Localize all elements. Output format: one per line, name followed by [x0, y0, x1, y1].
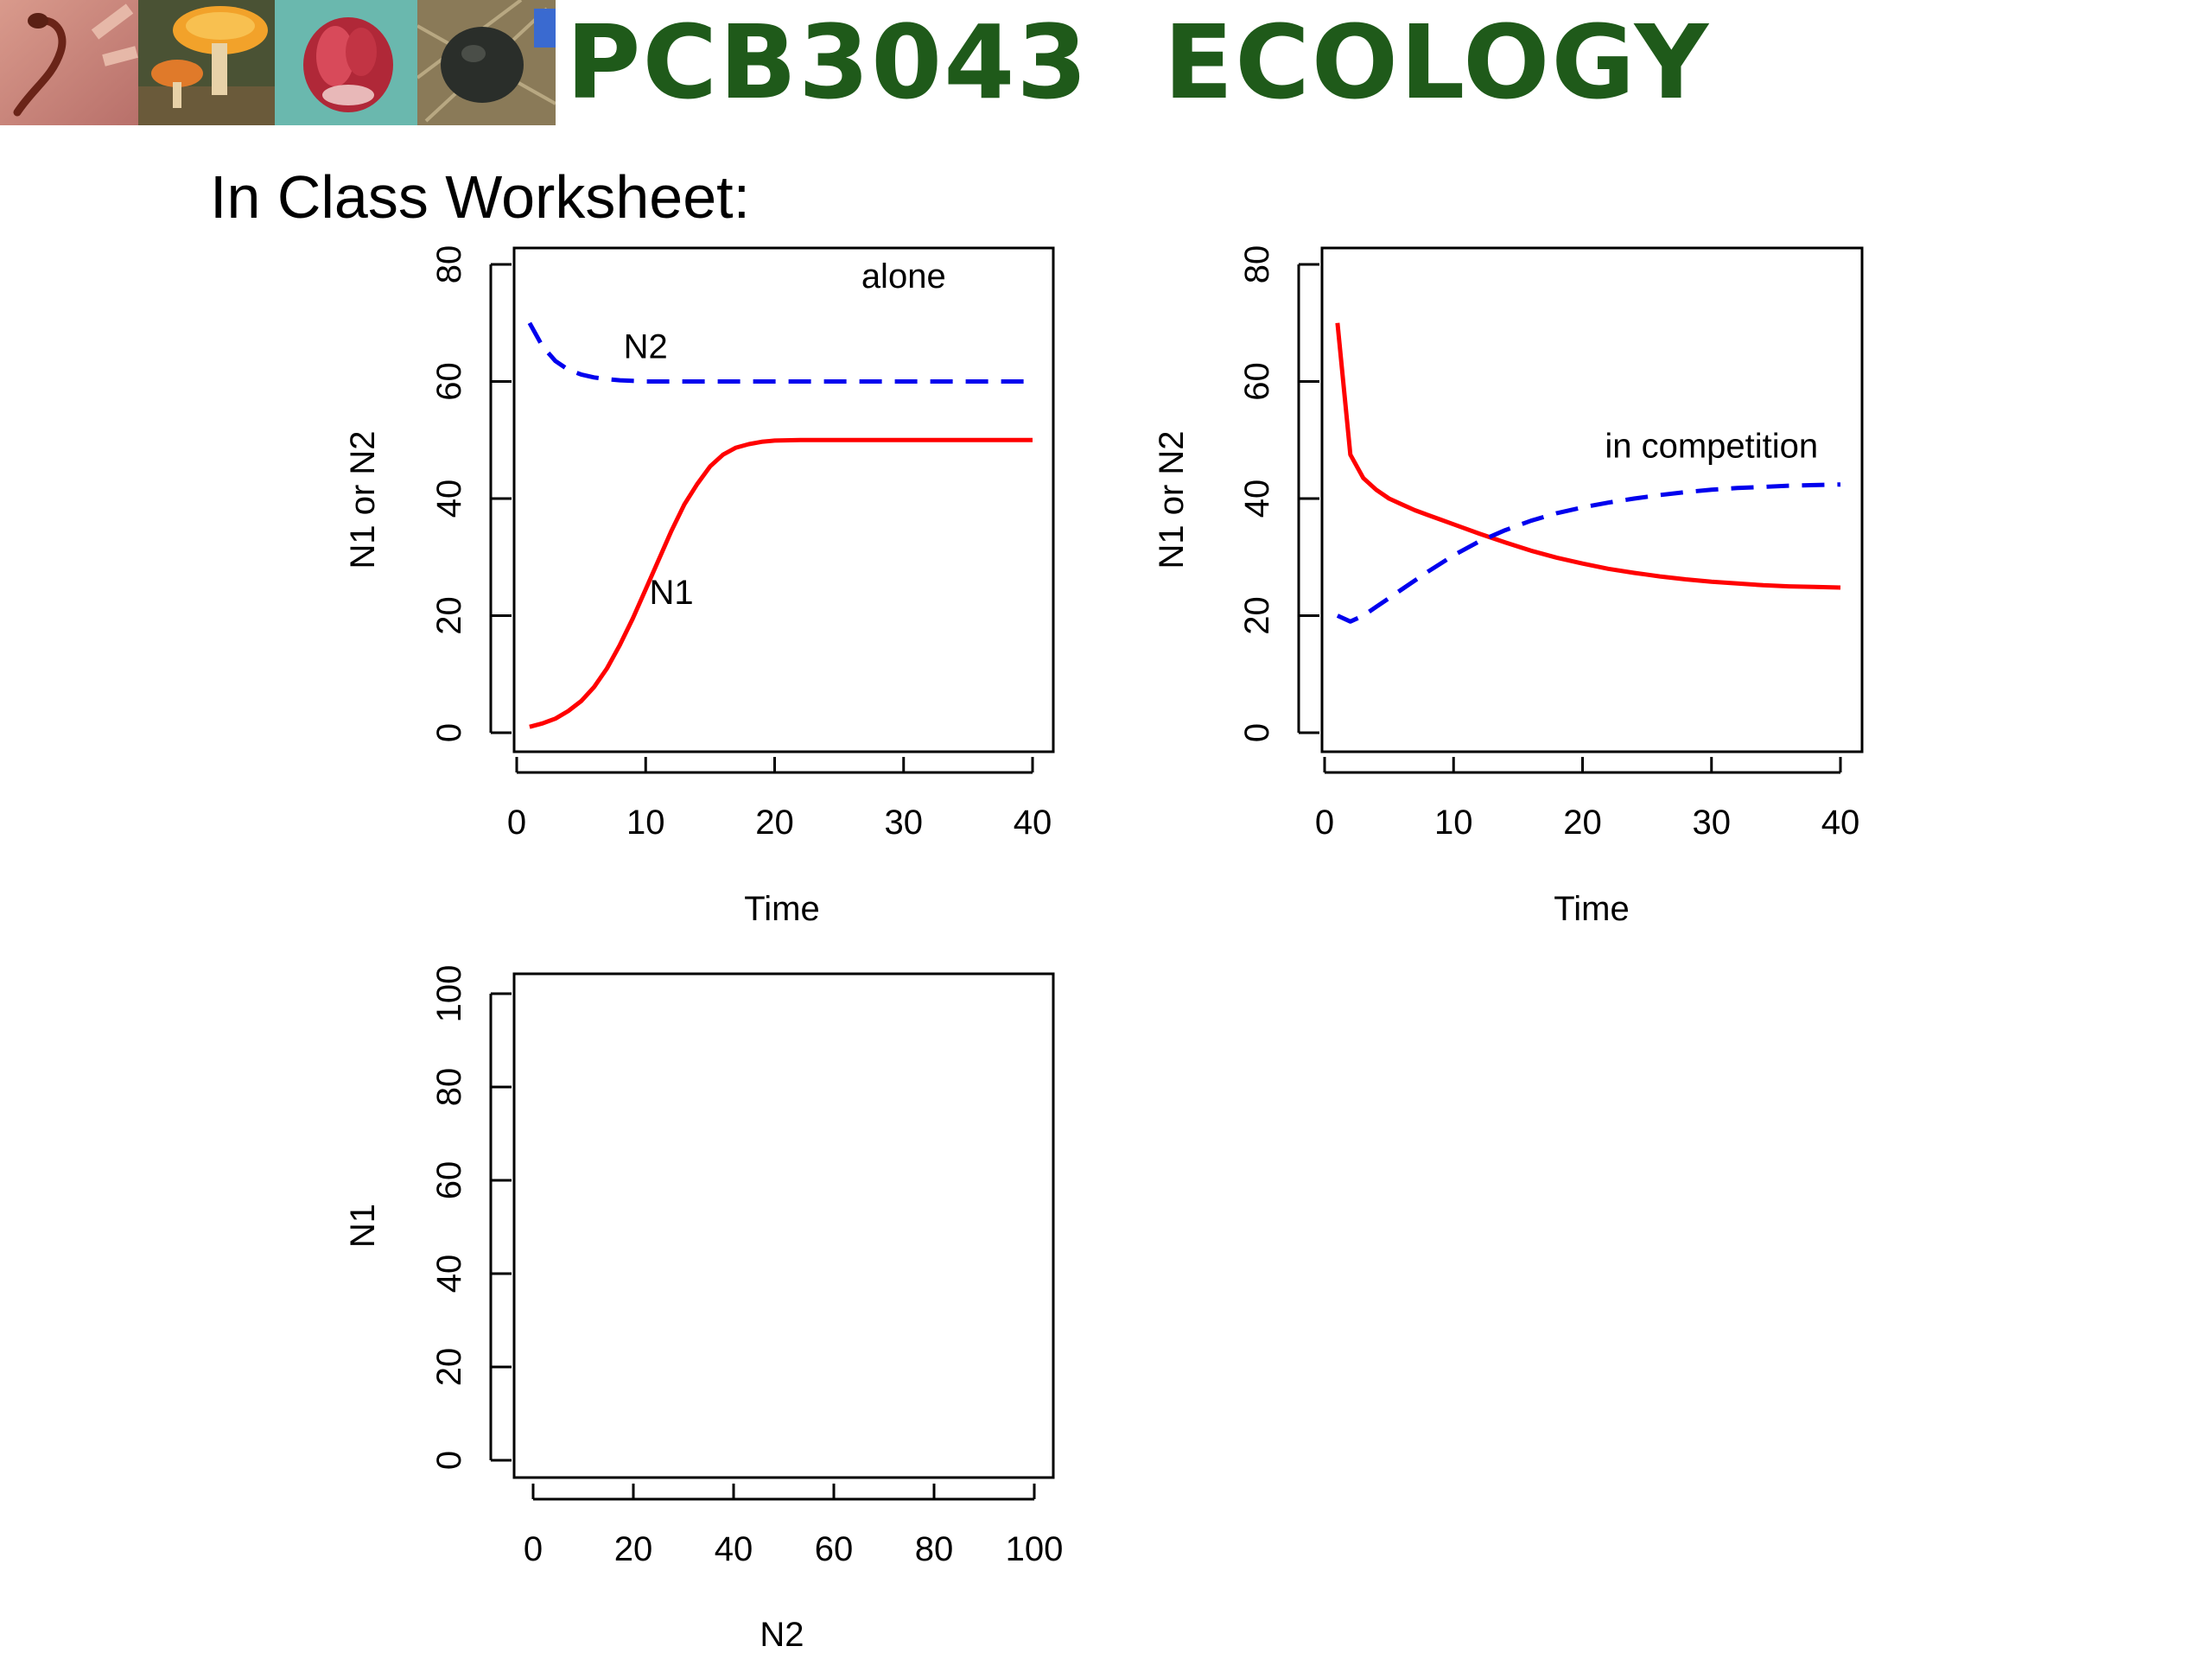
y-tick-label: 40 — [430, 1255, 468, 1294]
y-tick-label: 20 — [430, 1348, 468, 1387]
x-tick-label: 40 — [715, 1530, 753, 1568]
series-line-n2 — [1336, 482, 1841, 624]
annotation-n1: N1 — [650, 574, 694, 612]
y-tick-label: 40 — [430, 480, 468, 518]
beetle-photo — [417, 0, 556, 125]
y-tick-label: 0 — [430, 1451, 468, 1470]
x-tick-label: 40 — [1821, 804, 1860, 842]
x-axis-label: N2 — [760, 1616, 804, 1654]
y-tick-label: 60 — [430, 362, 468, 401]
y-tick-label: 60 — [430, 1161, 468, 1200]
y-axis: 0 20 40 60 80 — [1238, 245, 1319, 742]
y-tick-label: 80 — [430, 1068, 468, 1107]
annotation-alone: alone — [861, 257, 946, 296]
series-line-n2 — [527, 321, 1033, 384]
salamander-photo — [0, 0, 138, 125]
x-axis: 0 10 20 30 40 — [507, 757, 1052, 842]
y-axis: 0 20 40 60 80 — [430, 245, 512, 742]
annotation-in-competition: in competition — [1605, 428, 1818, 466]
series-line-n1 — [529, 437, 1033, 729]
x-tick-label: 20 — [614, 1530, 653, 1568]
y-tick-label: 0 — [430, 723, 468, 742]
x-tick-label: 20 — [1563, 804, 1602, 842]
x-tick-label: 100 — [1006, 1530, 1064, 1568]
y-axis-label: N1 or N2 — [344, 430, 382, 569]
flower-photo — [275, 0, 417, 125]
x-tick-label: 30 — [885, 804, 924, 842]
x-tick-label: 0 — [524, 1530, 543, 1568]
y-tick-label: 20 — [1238, 596, 1276, 635]
y-tick-label: 0 — [1238, 723, 1276, 742]
x-tick-label: 60 — [815, 1530, 854, 1568]
x-axis-label: Time — [744, 890, 819, 928]
x-axis-label: Time — [1554, 890, 1629, 928]
x-axis: 0 10 20 30 40 — [1315, 757, 1859, 842]
y-axis: 0 20 40 60 80 100 — [430, 965, 512, 1470]
chart-panel-2: 0 10 20 30 40 Time 0 20 40 60 80 N1 or N2 in competi… — [1153, 245, 1864, 928]
y-axis-label: N1 — [344, 1204, 382, 1248]
mushroom-photo — [138, 0, 275, 125]
y-tick-label: 80 — [1238, 245, 1276, 284]
x-tick-label: 40 — [1014, 804, 1052, 842]
x-tick-label: 20 — [755, 804, 794, 842]
course-title: PCB3043 ECOLOGY — [566, 3, 1711, 122]
plot-frame — [512, 246, 1055, 753]
y-axis-label: N1 or N2 — [1153, 430, 1191, 569]
chart-panel-3: 0 20 40 60 80 100 N2 0 20 40 60 80 100 N1 — [344, 965, 1063, 1654]
x-tick-label: 0 — [507, 804, 526, 842]
plot-frame — [512, 972, 1055, 1479]
y-tick-label: 100 — [430, 965, 468, 1023]
y-tick-label: 60 — [1238, 362, 1276, 401]
y-tick-label: 20 — [430, 596, 468, 635]
x-tick-label: 0 — [1315, 804, 1334, 842]
x-tick-label: 30 — [1693, 804, 1732, 842]
header-banner: PCB3043 ECOLOGY — [0, 0, 2212, 125]
x-axis: 0 20 40 60 80 100 — [524, 1484, 1064, 1568]
y-tick-label: 40 — [1238, 480, 1276, 518]
y-tick-label: 80 — [430, 245, 468, 284]
chart-panel-1: 0 10 20 30 40 Time 0 20 40 60 80 N1 or N2 alone N2 N1 — [344, 245, 1055, 928]
x-tick-label: 80 — [915, 1530, 954, 1568]
worksheet-title: In Class Worksheet: — [210, 163, 751, 231]
series-line-n1 — [1335, 322, 1841, 590]
annotation-n2: N2 — [624, 327, 668, 365]
plot-frame — [1320, 246, 1864, 753]
x-tick-label: 10 — [626, 804, 665, 842]
x-tick-label: 10 — [1434, 804, 1473, 842]
